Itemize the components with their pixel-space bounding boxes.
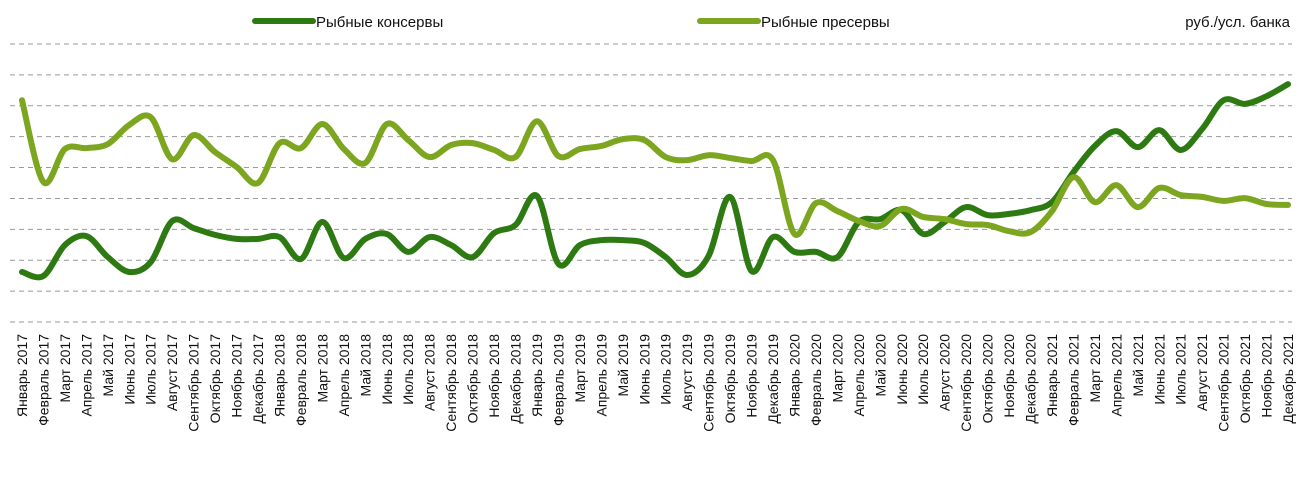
x-tick-label: Декабрь 2018 bbox=[508, 334, 524, 424]
x-tick-label: Август 2020 bbox=[937, 334, 953, 411]
x-tick-label: Декабрь 2021 bbox=[1280, 334, 1296, 424]
x-tick-label: Февраль 2017 bbox=[35, 334, 51, 426]
x-tick-label: Сентябрь 2021 bbox=[1216, 334, 1232, 432]
x-tick-label: Июнь 2017 bbox=[121, 334, 137, 405]
x-tick-label: Август 2018 bbox=[422, 334, 438, 411]
x-tick-label: Январь 2019 bbox=[529, 334, 545, 417]
x-tick-label: Ноябрь 2017 bbox=[229, 334, 245, 418]
x-tick-label: Апрель 2021 bbox=[1108, 334, 1124, 417]
x-tick-label: Октябрь 2020 bbox=[980, 334, 996, 424]
legend-label: Рыбные пресервы bbox=[761, 14, 890, 31]
x-tick-label: Октябрь 2021 bbox=[1237, 334, 1253, 424]
x-tick-label: Февраль 2019 bbox=[550, 334, 566, 426]
x-tick-label: Сентябрь 2020 bbox=[958, 334, 974, 432]
x-tick-label: Ноябрь 2021 bbox=[1259, 334, 1275, 418]
x-tick-label: Октябрь 2017 bbox=[207, 334, 223, 424]
x-tick-label: Июнь 2021 bbox=[1151, 334, 1167, 405]
x-tick-label: Февраль 2021 bbox=[1065, 334, 1081, 426]
x-tick-label: Август 2017 bbox=[164, 334, 180, 411]
x-tick-label: Февраль 2018 bbox=[293, 334, 309, 426]
x-tick-label: Март 2020 bbox=[829, 334, 845, 403]
x-tick-label: Апрель 2018 bbox=[336, 334, 352, 417]
x-tick-label: Июль 2017 bbox=[143, 334, 159, 405]
x-tick-label: Январь 2021 bbox=[1044, 334, 1060, 417]
x-tick-label: Ноябрь 2020 bbox=[1001, 334, 1017, 418]
x-tick-label: Май 2017 bbox=[100, 334, 116, 397]
x-tick-label: Июль 2019 bbox=[658, 334, 674, 405]
x-tick-label: Октябрь 2019 bbox=[722, 334, 738, 424]
legend-label: Рыбные консервы bbox=[316, 14, 443, 31]
x-tick-label: Март 2019 bbox=[572, 334, 588, 403]
x-tick-label: Апрель 2020 bbox=[851, 334, 867, 417]
x-tick-label: Май 2018 bbox=[357, 334, 373, 397]
x-tick-label: Июнь 2019 bbox=[636, 334, 652, 405]
x-tick-label: Июнь 2018 bbox=[379, 334, 395, 405]
x-tick-label: Январь 2018 bbox=[271, 334, 287, 417]
x-tick-label: Февраль 2020 bbox=[808, 334, 824, 426]
x-tick-label: Апрель 2017 bbox=[78, 334, 94, 417]
x-tick-label: Декабрь 2017 bbox=[250, 334, 266, 424]
x-tick-label: Январь 2020 bbox=[786, 334, 802, 417]
x-tick-label: Октябрь 2018 bbox=[465, 334, 481, 424]
x-tick-label: Март 2017 bbox=[57, 334, 73, 403]
x-tick-label: Июль 2021 bbox=[1173, 334, 1189, 405]
x-tick-label: Декабрь 2019 bbox=[765, 334, 781, 424]
x-tick-label: Ноябрь 2019 bbox=[744, 334, 760, 418]
x-tick-label: Март 2021 bbox=[1087, 334, 1103, 403]
x-tick-label: Январь 2017 bbox=[14, 334, 30, 417]
x-tick-label: Сентябрь 2019 bbox=[701, 334, 717, 432]
x-tick-label: Август 2019 bbox=[679, 334, 695, 411]
x-tick-label: Май 2020 bbox=[872, 334, 888, 397]
x-tick-label: Сентябрь 2018 bbox=[443, 334, 459, 432]
x-tick-label: Март 2018 bbox=[314, 334, 330, 403]
series-line bbox=[19, 97, 1291, 238]
x-tick-label: Май 2019 bbox=[615, 334, 631, 397]
x-tick-label: Декабрь 2020 bbox=[1023, 334, 1039, 424]
x-tick-label: Ноябрь 2018 bbox=[486, 334, 502, 418]
x-tick-label: Июль 2020 bbox=[915, 334, 931, 405]
unit-label: руб./усл. банка bbox=[1185, 14, 1290, 31]
x-tick-label: Сентябрь 2017 bbox=[186, 334, 202, 432]
x-tick-label: Июль 2018 bbox=[400, 334, 416, 405]
series-line bbox=[19, 81, 1291, 281]
x-tick-label: Май 2021 bbox=[1130, 334, 1146, 397]
x-tick-label: Август 2021 bbox=[1194, 334, 1210, 411]
x-tick-label: Июнь 2020 bbox=[894, 334, 910, 405]
x-tick-label: Апрель 2019 bbox=[593, 334, 609, 417]
